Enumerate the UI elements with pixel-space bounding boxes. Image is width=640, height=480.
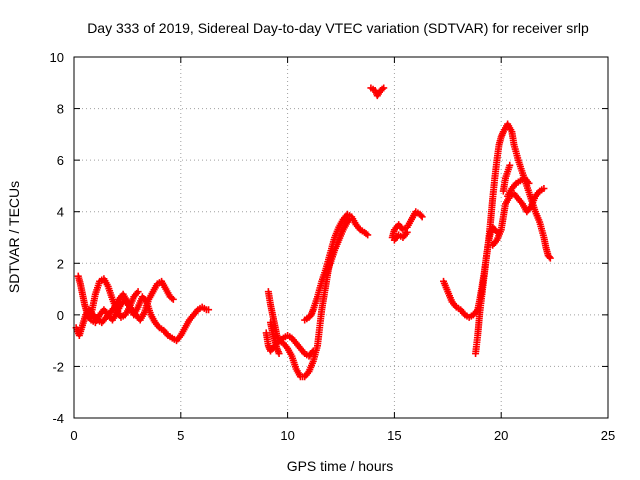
- chart-title: Day 333 of 2019, Sidereal Day-to-day VTE…: [87, 20, 589, 36]
- data-point: [308, 348, 316, 356]
- y-axis-label: SDTVAR / TECUs: [6, 181, 22, 293]
- data-point: [134, 288, 142, 296]
- x-tick-label: 10: [280, 428, 294, 443]
- grid-lines: [74, 57, 608, 418]
- y-tick-label: -4: [52, 411, 64, 426]
- data-marks: [72, 84, 554, 381]
- data-point: [418, 213, 426, 221]
- data-point: [275, 350, 283, 358]
- y-tick-label: 0: [57, 308, 64, 323]
- y-tick-label: 2: [57, 256, 64, 271]
- data-point: [525, 179, 533, 187]
- data-point: [403, 228, 411, 236]
- data-point: [506, 161, 514, 169]
- y-tick-label: 8: [57, 102, 64, 117]
- y-tick-label: -2: [52, 359, 64, 374]
- x-tick-label: 25: [601, 428, 615, 443]
- data-point: [417, 212, 425, 220]
- plot-frame: [73, 56, 609, 419]
- data-point: [546, 254, 554, 262]
- data-point: [169, 295, 177, 303]
- data-point: [205, 306, 213, 314]
- data-point: [380, 84, 388, 92]
- y-tick-label: 4: [57, 205, 64, 220]
- data-point: [364, 231, 372, 239]
- x-tick-label: 20: [494, 428, 508, 443]
- data-point: [344, 217, 352, 225]
- x-tick-label: 5: [177, 428, 184, 443]
- x-axis-label: GPS time / hours: [287, 458, 394, 474]
- data-point: [309, 347, 317, 355]
- data-point: [540, 185, 548, 193]
- y-tick-label: 10: [50, 50, 64, 65]
- x-tick-label: 15: [387, 428, 401, 443]
- y-tick-label: 6: [57, 153, 64, 168]
- data-point: [545, 253, 553, 261]
- x-tick-label: 0: [70, 428, 77, 443]
- axis-ticks: 0 5 10 15 20 25 -4 -2 0 2 4 6 8 10: [50, 50, 616, 443]
- data-point: [346, 215, 354, 223]
